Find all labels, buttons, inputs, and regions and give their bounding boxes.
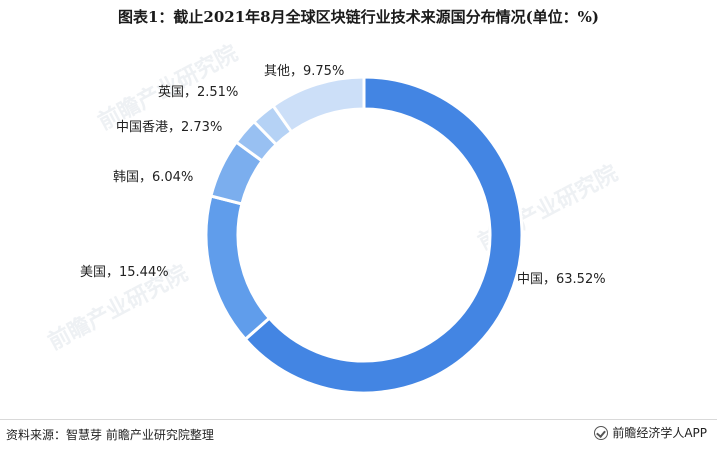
slice-label-3: 中国香港，2.73% bbox=[116, 120, 222, 135]
brand-logo-icon bbox=[594, 425, 609, 440]
chart-title: 图表1：截止2021年8月全球区块链行业技术来源国分布情况(单位：%) bbox=[117, 8, 600, 26]
donut-slice-5 bbox=[271, 75, 366, 135]
footer-divider bbox=[0, 419, 717, 420]
source-note: 资料来源：智慧芽 前瞻产业研究院整理 bbox=[6, 428, 214, 442]
slice-label-1: 美国，15.44% bbox=[80, 265, 169, 280]
donut-slice-0 bbox=[243, 75, 524, 395]
footer-brand: 前瞻经济学人APP bbox=[594, 424, 707, 441]
slice-label-4: 英国，2.51% bbox=[158, 85, 238, 100]
slice-label-0: 中国，63.52% bbox=[517, 272, 606, 287]
brand-label: 前瞻经济学人APP bbox=[612, 426, 707, 440]
donut-slice-1 bbox=[204, 194, 272, 342]
slice-label-5: 其他，9.75% bbox=[264, 64, 344, 79]
slice-label-2: 韩国，6.04% bbox=[113, 170, 193, 185]
